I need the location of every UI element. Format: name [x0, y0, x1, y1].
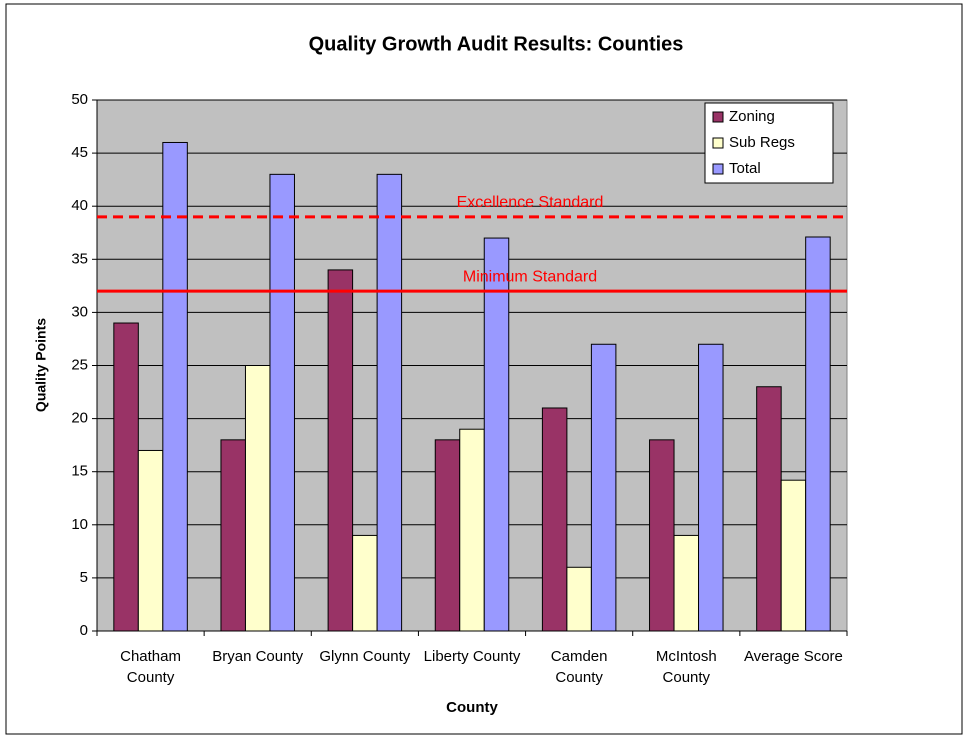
bar: [352, 534, 378, 632]
bar: [162, 141, 188, 632]
legend-swatch: [712, 137, 724, 149]
y-tick-label: 25: [71, 356, 88, 373]
bar: [220, 439, 246, 632]
y-tick-label: 30: [71, 303, 88, 320]
x-tick-label: Camden County: [550, 648, 608, 686]
reference-label: Minimum Standard: [463, 268, 597, 285]
bar: [244, 365, 271, 632]
x-tick-label: Glynn County: [319, 648, 411, 665]
legend-label: Zoning: [729, 108, 775, 125]
x-axis-title: County: [446, 699, 498, 716]
legend-label: Total: [729, 160, 761, 177]
bar: [698, 343, 724, 632]
x-tick-label: Bryan County: [212, 648, 304, 665]
bar: [649, 439, 675, 632]
bar: [137, 449, 164, 632]
y-tick-label: 10: [71, 516, 88, 533]
bar: [113, 322, 139, 632]
bar: [805, 236, 831, 632]
bar: [459, 428, 485, 632]
bar: [590, 343, 617, 632]
bar: [780, 479, 807, 632]
y-tick-label: 20: [71, 410, 88, 427]
bar: [269, 173, 295, 632]
legend-label: Sub Regs: [729, 134, 795, 151]
bar: [566, 566, 592, 632]
bar: [541, 407, 568, 632]
x-tick-label: McIntosh County: [655, 648, 717, 686]
reference-label: Excellence Standard: [457, 194, 604, 211]
x-tick-label: Average Score: [743, 648, 843, 665]
y-tick-label: 0: [80, 622, 88, 639]
x-tick-label: Chatham County: [120, 648, 181, 686]
y-tick-label: 5: [80, 569, 88, 586]
bar: [756, 386, 782, 632]
y-tick-label: 40: [71, 197, 88, 214]
y-axis-title: Quality Points: [33, 318, 49, 412]
bar: [434, 439, 461, 632]
bar: [327, 269, 354, 632]
bar: [483, 237, 510, 632]
y-tick-label: 35: [71, 250, 88, 267]
chart-title: Quality Growth Audit Results: Counties: [309, 33, 684, 55]
y-tick-label: 50: [71, 91, 88, 108]
legend-swatch: [712, 111, 724, 123]
y-tick-label: 15: [71, 463, 88, 480]
y-tick-label: 45: [71, 144, 88, 161]
x-tick-label: Liberty County: [423, 648, 521, 665]
legend-box: [704, 102, 834, 184]
bar: [673, 534, 700, 632]
bar: [376, 173, 403, 632]
legend-swatch: [712, 163, 724, 175]
